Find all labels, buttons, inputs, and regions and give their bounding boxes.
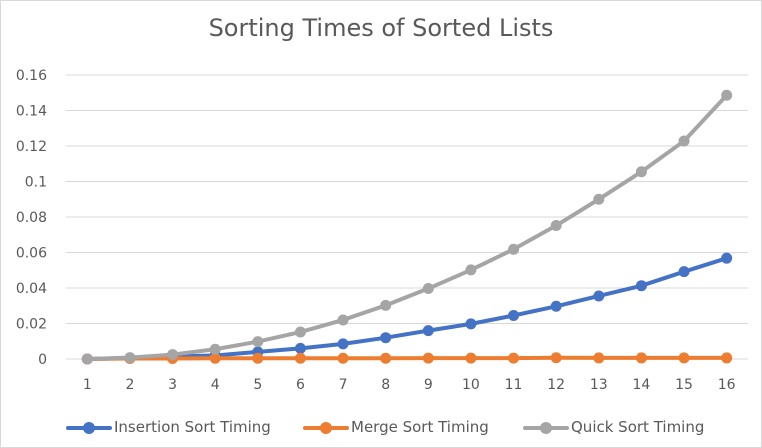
data-point bbox=[593, 352, 605, 364]
x-tick-label: 11 bbox=[505, 377, 523, 393]
x-axis-ticks: 1 2 3 4 5 6 7 8 9 10 11 12 13 14 15 16 bbox=[83, 377, 736, 393]
series-quick-sort-timing bbox=[81, 89, 733, 365]
data-point bbox=[635, 352, 647, 364]
data-point bbox=[593, 290, 605, 302]
legend-swatch bbox=[66, 416, 112, 438]
data-point bbox=[81, 353, 93, 365]
y-tick-label: 0.1 bbox=[25, 175, 47, 191]
y-tick-label: 0.02 bbox=[16, 317, 47, 333]
x-tick-label: 4 bbox=[211, 377, 220, 393]
x-tick-label: 7 bbox=[339, 377, 348, 393]
data-point bbox=[465, 264, 477, 276]
data-point bbox=[465, 352, 477, 364]
x-tick-label: 5 bbox=[253, 377, 262, 393]
data-point bbox=[337, 352, 349, 364]
x-tick-label: 10 bbox=[462, 377, 480, 393]
legend-item: Merge Sort Timing bbox=[303, 416, 489, 438]
data-point bbox=[422, 325, 434, 337]
y-tick-label: 0.16 bbox=[16, 68, 47, 84]
data-point bbox=[209, 343, 221, 355]
x-tick-label: 13 bbox=[590, 377, 608, 393]
legend-swatch bbox=[303, 416, 349, 438]
data-point bbox=[593, 193, 605, 205]
chart-title: Sorting Times of Sorted Lists bbox=[208, 14, 554, 42]
data-point bbox=[508, 352, 520, 364]
series-insertion-sort-timing bbox=[81, 252, 733, 365]
data-point bbox=[721, 252, 733, 264]
data-point bbox=[380, 352, 392, 364]
y-tick-label: 0.14 bbox=[16, 104, 47, 120]
series-line bbox=[85, 93, 729, 361]
data-point bbox=[550, 352, 562, 364]
x-tick-label: 12 bbox=[547, 377, 565, 393]
y-tick-label: 0.04 bbox=[16, 281, 47, 297]
x-tick-label: 1 bbox=[83, 377, 92, 393]
y-tick-label: 0 bbox=[38, 352, 47, 368]
x-tick-label: 14 bbox=[633, 377, 651, 393]
data-point bbox=[252, 352, 264, 364]
x-tick-label: 16 bbox=[718, 377, 736, 393]
x-tick-label: 8 bbox=[381, 377, 390, 393]
data-point bbox=[294, 352, 306, 364]
data-point bbox=[380, 299, 392, 311]
data-point bbox=[508, 243, 520, 255]
data-point bbox=[337, 314, 349, 326]
data-point bbox=[294, 326, 306, 338]
data-point bbox=[550, 220, 562, 232]
series-line bbox=[85, 355, 729, 361]
y-axis-ticks: 0 0.02 0.04 0.06 0.08 0.1 0.12 0.14 0.16 bbox=[16, 68, 47, 368]
data-point bbox=[294, 342, 306, 354]
y-tick-label: 0.06 bbox=[16, 246, 47, 262]
x-tick-label: 2 bbox=[125, 377, 134, 393]
data-point bbox=[124, 352, 136, 364]
data-point bbox=[252, 336, 264, 348]
data-point bbox=[167, 349, 179, 361]
data-point bbox=[678, 135, 690, 147]
data-point bbox=[678, 266, 690, 278]
gridlines bbox=[66, 74, 748, 360]
x-tick-label: 3 bbox=[168, 377, 177, 393]
series-line bbox=[85, 256, 729, 361]
legend-item: Insertion Sort Timing bbox=[66, 416, 271, 438]
legend-label: Insertion Sort Timing bbox=[114, 418, 271, 436]
data-point bbox=[422, 283, 434, 295]
data-point bbox=[465, 318, 477, 330]
data-point bbox=[337, 338, 349, 350]
y-tick-label: 0.08 bbox=[16, 210, 47, 226]
x-tick-label: 15 bbox=[675, 377, 693, 393]
legend-item: Quick Sort Timing bbox=[523, 416, 704, 438]
data-point bbox=[209, 352, 221, 364]
data-point bbox=[380, 332, 392, 344]
x-tick-label: 6 bbox=[296, 377, 305, 393]
legend-label: Merge Sort Timing bbox=[351, 418, 489, 436]
series-group bbox=[81, 89, 733, 365]
y-tick-label: 0.12 bbox=[16, 139, 47, 155]
x-tick-label: 9 bbox=[424, 377, 433, 393]
data-point bbox=[678, 352, 690, 364]
legend-label: Quick Sort Timing bbox=[571, 418, 705, 436]
legend-swatch bbox=[523, 416, 569, 438]
data-point bbox=[635, 166, 647, 178]
data-point bbox=[422, 352, 434, 364]
data-point bbox=[721, 352, 733, 364]
legend: Insertion Sort Timing Merge Sort Timing Qu… bbox=[0, 412, 762, 442]
data-point bbox=[635, 280, 647, 292]
data-point bbox=[721, 89, 733, 101]
data-point bbox=[508, 310, 520, 322]
data-point bbox=[550, 300, 562, 312]
